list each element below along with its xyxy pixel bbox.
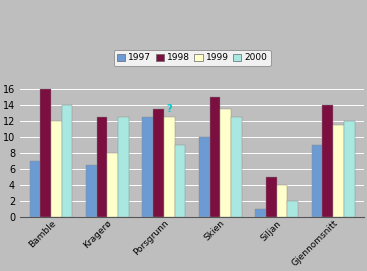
Bar xyxy=(86,165,97,217)
Text: ?: ? xyxy=(167,104,172,114)
Bar xyxy=(323,105,333,217)
Bar xyxy=(30,161,40,217)
Bar xyxy=(287,201,298,217)
Bar xyxy=(51,121,62,217)
Bar xyxy=(153,109,164,217)
Bar xyxy=(277,185,287,217)
Bar xyxy=(164,117,175,217)
Bar xyxy=(199,137,210,217)
Bar xyxy=(40,89,51,217)
Bar xyxy=(344,121,355,217)
Bar xyxy=(266,177,277,217)
Bar xyxy=(210,97,220,217)
Legend: 1997, 1998, 1999, 2000: 1997, 1998, 1999, 2000 xyxy=(114,50,270,66)
Bar xyxy=(175,145,185,217)
Bar xyxy=(118,117,129,217)
Bar xyxy=(231,117,242,217)
Bar xyxy=(142,117,153,217)
Bar xyxy=(108,153,118,217)
Bar xyxy=(62,105,73,217)
Bar xyxy=(220,109,231,217)
Bar xyxy=(312,145,323,217)
Bar xyxy=(333,125,344,217)
Bar xyxy=(97,117,108,217)
Bar xyxy=(255,209,266,217)
